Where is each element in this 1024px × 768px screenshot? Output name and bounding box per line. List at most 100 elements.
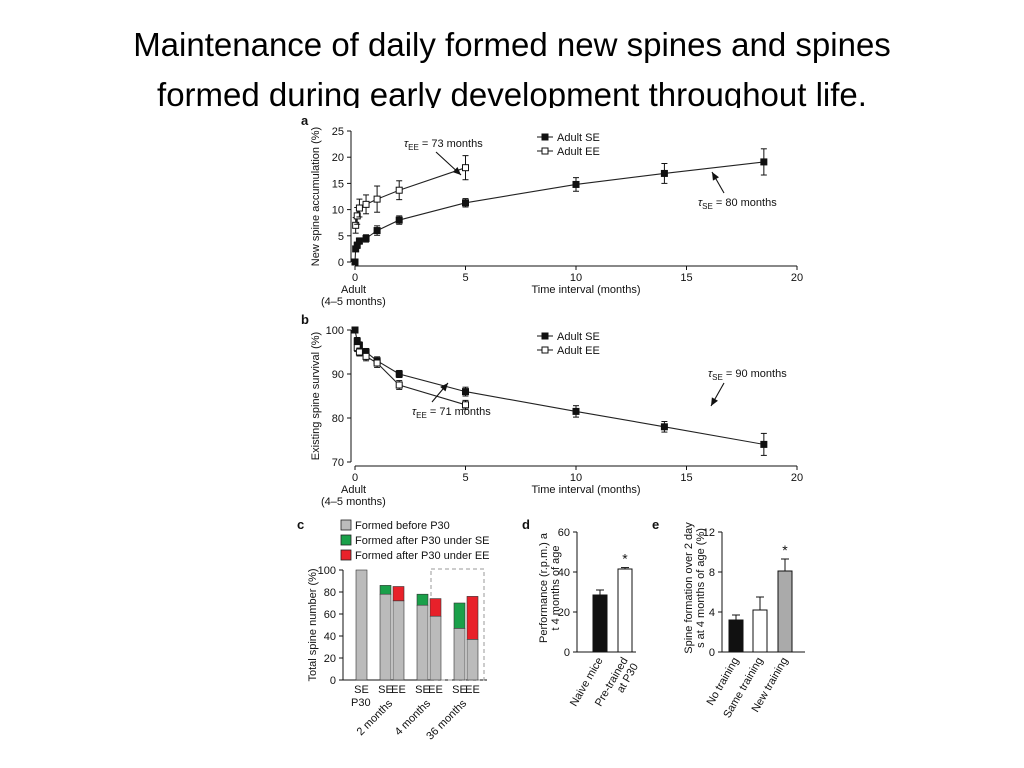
- panel-label-b: b: [301, 312, 309, 327]
- panel-a-annotation-arrow-0-head: [452, 167, 461, 175]
- panel-b-y-tick-label: 90: [332, 369, 344, 381]
- panel-c-bar-after-1: [379, 585, 392, 595]
- panel-c-y-tick-label: 80: [324, 587, 336, 599]
- panel-b-data-point: [760, 440, 768, 448]
- panel-c-bar-label-3: SE: [415, 684, 430, 696]
- panel-b-legend-marker-1: [541, 346, 549, 354]
- panel-b-y-tick-label: 70: [332, 457, 344, 469]
- panel-b-data-point: [462, 401, 469, 409]
- panel-c-bar-before-6: [466, 638, 479, 681]
- panel-b-x-origin-label: Adult: [341, 484, 366, 496]
- panel-label-c: c: [297, 517, 304, 532]
- panel-b-data-point: [351, 326, 359, 334]
- panel-d-bar-0: [592, 594, 608, 653]
- panel-c-legend-swatch-1: [340, 534, 352, 546]
- panel-e-y-axis-label-line-2: s at 4 months of age (%): [695, 528, 707, 648]
- panel-c-y-tick-label: 40: [324, 631, 336, 643]
- panel-a-data-point: [351, 258, 359, 266]
- panel-c-bar-after-4: [429, 598, 442, 617]
- panel-a-y-tick-label: 0: [338, 257, 344, 269]
- panel-a-x-tick-label: 0: [352, 272, 358, 284]
- panel-b-data-point: [572, 407, 580, 415]
- panel-a-data-point: [760, 158, 768, 166]
- tau-annotation-a-ee: τEE = 73 months: [404, 138, 483, 152]
- panel-c-bar-label-4: EE: [428, 684, 443, 696]
- panel-c-legend-swatch-0: [340, 519, 352, 531]
- panel-a-x-tick-label: 15: [680, 272, 692, 284]
- panel-a-x-axis-label: Time interval (months): [531, 284, 640, 296]
- panel-b-x-tick-label: 10: [570, 472, 582, 484]
- panel-e-y-tick-label: 12: [703, 527, 715, 539]
- panel-c-bar-before-0: [355, 569, 368, 681]
- panel-a-legend-label-1: Adult EE: [557, 146, 600, 158]
- panel-b-y-tick-label: 80: [332, 413, 344, 425]
- panel-e-bar-1: [752, 609, 768, 653]
- panel-a-x-tick-label: 20: [791, 272, 803, 284]
- panel-a-data-point: [395, 216, 403, 224]
- panel-b-data-point: [362, 352, 370, 360]
- panel-c-bar-label-6: EE: [465, 684, 480, 696]
- panel-c-bar-before-4: [429, 615, 442, 681]
- panel-c-y-tick-label: 20: [324, 653, 336, 665]
- panel-e-y-tick-label: 8: [709, 567, 715, 579]
- tau-annotation-a-se: τSE = 80 months: [698, 197, 777, 211]
- panel-label-d: d: [522, 517, 530, 532]
- tau-annotation-b-se: τSE = 90 months: [708, 368, 787, 382]
- panel-c-bar-before-2: [392, 600, 405, 681]
- panel-a-data-point: [373, 195, 381, 203]
- panel-c-y-tick-label: 60: [324, 609, 336, 621]
- panel-b-data-point: [660, 423, 668, 431]
- panel-c-bar-before-1: [379, 593, 392, 681]
- panel-b-annotation-arrow-0-head: [440, 383, 448, 392]
- panel-d-bar-1: [617, 568, 633, 653]
- panel-c-y-tick-label: 100: [318, 565, 336, 577]
- panel-label-a: a: [301, 113, 309, 128]
- panel-d-y-tick-label: 0: [564, 647, 570, 659]
- panel-a-y-tick-label: 15: [332, 178, 344, 190]
- panel-c-bar-after-6: [466, 596, 479, 640]
- panel-c-bar-after-5: [453, 602, 466, 629]
- panel-a-data-point: [395, 186, 403, 194]
- panel-c-bar-label-0: SE: [354, 684, 369, 696]
- panel-c-legend-label-2: Formed after P30 under EE: [355, 550, 490, 562]
- panel-b-data-point: [395, 370, 403, 378]
- panel-b-legend-label-0: Adult SE: [557, 331, 600, 343]
- tau-annotation-b-ee: τEE = 71 months: [412, 406, 491, 420]
- panel-c-bar-label-5: SE: [452, 684, 467, 696]
- panel-c-bar-label-2: EE: [391, 684, 406, 696]
- panel-a-data-point: [373, 227, 381, 235]
- panel-b-x-tick-label: 15: [680, 472, 692, 484]
- panel-c-group-label-0: P30: [351, 697, 371, 709]
- panel-d-y-axis-label-line-2: t 4 months of age: [550, 546, 562, 631]
- panel-c-bar-before-5: [453, 627, 466, 681]
- panel-a-data-point: [355, 204, 363, 212]
- panel-a-data-point: [362, 234, 370, 242]
- panel-a-annotation-arrow-1-head: [712, 172, 720, 181]
- panel-c-y-axis-label: Total spine number (%): [307, 568, 319, 681]
- panel-a-y-tick-label: 25: [332, 126, 344, 138]
- panel-b-data-point: [462, 388, 469, 396]
- panel-b-x-origin-sublabel: (4–5 months): [321, 496, 386, 508]
- panel-e-y-axis-label-line-1: Spine formation over 2 day: [683, 522, 695, 654]
- panel-e-y-tick-label: 0: [709, 647, 715, 659]
- panel-a-y-axis-label: New spine accumulation (%): [310, 127, 322, 266]
- panel-e-bar-0: [728, 619, 744, 653]
- panel-label-e: e: [652, 517, 659, 532]
- panel-b-x-tick-label: 20: [791, 472, 803, 484]
- panel-a-data-point: [660, 169, 668, 177]
- panel-a-y-tick-label: 20: [332, 152, 344, 164]
- panel-a-data-point: [572, 180, 580, 188]
- panel-a-y-tick-label: 5: [338, 231, 344, 243]
- panel-b-data-point: [395, 381, 403, 389]
- panel-c-bar-before-3: [416, 604, 429, 681]
- panel-a-x-origin-sublabel: (4–5 months): [321, 296, 386, 308]
- panel-d-y-tick-label: 40: [558, 567, 570, 579]
- panel-a-legend-marker-1: [541, 147, 549, 155]
- panel-b-x-axis-label: Time interval (months): [531, 484, 640, 496]
- panel-a-x-tick-label: 10: [570, 272, 582, 284]
- panel-b-x-tick-label: 5: [462, 472, 468, 484]
- panel-c-legend-swatch-2: [340, 549, 352, 561]
- panel-a-y-tick-label: 10: [332, 205, 344, 217]
- panel-d-y-axis-label-line-1: Performance (r.p.m.) a: [538, 532, 550, 643]
